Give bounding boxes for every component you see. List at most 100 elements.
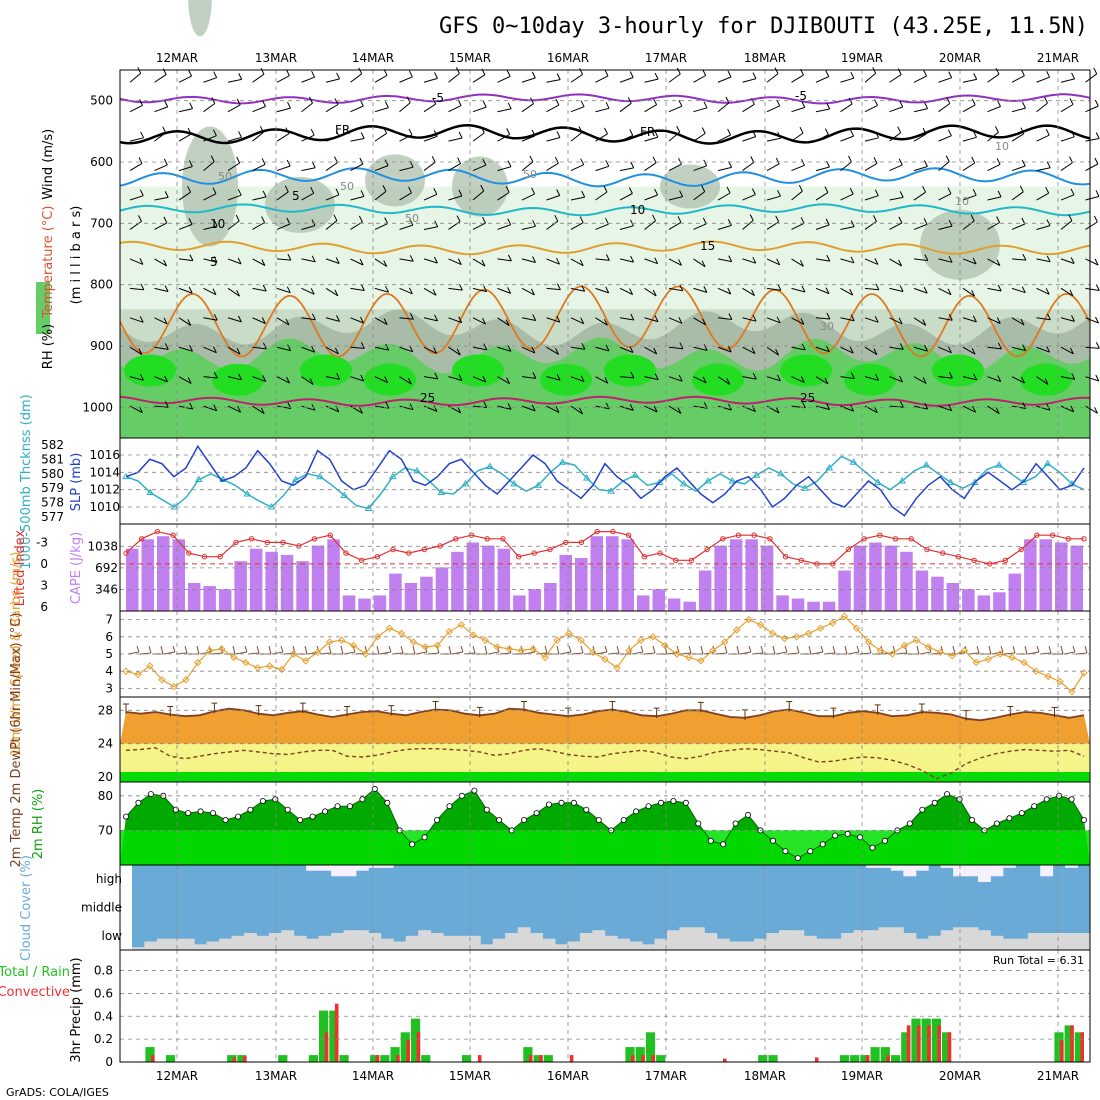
cloud-low-bar — [567, 941, 581, 950]
cloud-low-bar — [828, 938, 842, 950]
wind-barb — [570, 287, 585, 292]
cloud-high-gap — [318, 865, 332, 871]
rh-contour-label: 50 — [218, 170, 232, 183]
wind-barb-feather — [407, 377, 412, 385]
wind-barb — [497, 258, 512, 262]
rh2m-marker — [384, 799, 391, 806]
wind-barb-feather — [310, 128, 315, 136]
wind10-marker — [780, 634, 789, 643]
wind-barb-feather — [825, 345, 830, 352]
wind10-marker — [649, 633, 657, 641]
cloud-high-gap — [306, 865, 320, 871]
cape-bar — [327, 539, 340, 611]
thickness-marker — [267, 503, 276, 510]
lifted-index-marker — [955, 554, 962, 560]
wind10-marker — [661, 641, 669, 650]
wind-barb — [374, 74, 388, 83]
wind-barb — [252, 376, 266, 382]
lifted-index-marker — [735, 532, 742, 538]
cloud-high-gap — [890, 865, 904, 871]
wind-barb-feather — [237, 257, 242, 265]
cape-tick-label: 1038 — [87, 539, 118, 553]
precip-total-bar — [400, 1032, 410, 1062]
wind-barb-feather — [458, 283, 463, 291]
wind-barb-feather — [874, 316, 879, 323]
rh2m-marker — [745, 811, 752, 818]
wind-barb — [619, 135, 634, 142]
wind-barb — [497, 191, 510, 201]
wind-barb — [1085, 138, 1100, 142]
cape-bar — [621, 539, 634, 611]
wind-barb — [889, 287, 904, 292]
wind-barb-feather — [456, 348, 461, 356]
wind-barb — [448, 317, 462, 324]
lifted-index-marker — [578, 539, 585, 546]
wind-barb — [742, 194, 756, 201]
lifted-index-tick-label: -3 — [36, 535, 48, 549]
wind-barb-feather — [213, 313, 218, 321]
wind-barb — [1060, 136, 1075, 142]
wind-barb-feather — [775, 406, 780, 414]
cloud-low-bar — [555, 944, 568, 950]
rh2m-marker — [446, 803, 453, 810]
cloud-high-gap — [866, 865, 879, 868]
wind10-marker — [182, 676, 190, 684]
wind-barb — [154, 132, 167, 142]
wind-barb — [301, 287, 315, 295]
wind-barb-feather — [579, 407, 584, 415]
wind10-barb — [499, 652, 512, 655]
wind-barb — [840, 317, 855, 322]
wind-barb-feather — [188, 160, 193, 167]
cape-bar — [218, 589, 232, 611]
wind-barb — [595, 317, 608, 326]
wind-barb — [276, 75, 290, 83]
wind10-barb-feather — [688, 645, 692, 654]
wind10-barb-feather — [160, 645, 164, 655]
wind-barb-feather — [507, 254, 512, 262]
wind-barb-feather — [187, 185, 192, 193]
rh2m-marker — [222, 817, 229, 824]
wind-barb — [693, 258, 706, 268]
wind-barb-feather — [236, 156, 241, 164]
wind-barb — [889, 106, 903, 113]
wind-barb — [987, 73, 1000, 83]
lifted-index-marker — [798, 557, 804, 563]
cloud-low-bar — [368, 933, 382, 950]
cape-bar — [760, 545, 774, 611]
lifted-index-marker — [845, 546, 852, 553]
wind-barb — [154, 74, 167, 83]
wind-barb — [423, 77, 438, 83]
wind-barb-feather — [749, 214, 754, 221]
panel-frame — [119, 949, 1091, 1063]
wind-barb — [1085, 258, 1099, 266]
rh2m-marker — [931, 799, 938, 806]
wind-barb-feather — [653, 347, 658, 355]
wind-barb-feather — [532, 220, 537, 227]
wind-barb-feather — [727, 287, 732, 295]
wind-barb — [864, 195, 879, 201]
wind-barb-feather — [1044, 96, 1048, 104]
wind-barb — [227, 346, 241, 355]
wind-barb-feather — [1069, 98, 1074, 105]
wind-barb — [619, 193, 633, 201]
precip-total-bar — [370, 1055, 380, 1062]
wind-barb-feather — [286, 376, 290, 384]
wind-barb — [423, 317, 438, 322]
wind-barb-feather — [408, 128, 413, 136]
wind-barb-feather — [923, 160, 928, 167]
wind10-marker — [337, 636, 346, 644]
precip-convective-bar — [1060, 1040, 1064, 1062]
wind-barb-feather — [236, 289, 241, 297]
wind-barb — [227, 376, 242, 381]
wind10-barb-feather — [868, 645, 872, 654]
wind-barb-feather — [897, 126, 902, 133]
wind-barb — [497, 133, 510, 142]
rh-saturated-patch — [212, 363, 264, 396]
wind10-marker — [553, 636, 561, 644]
precip-total-bar — [145, 1047, 155, 1062]
wind10-marker — [996, 650, 1004, 658]
wind-barb-feather — [531, 187, 536, 195]
wind-barb — [717, 376, 730, 385]
wind-barb-feather — [677, 216, 682, 223]
thickness-tick-label: 579 — [41, 481, 64, 495]
